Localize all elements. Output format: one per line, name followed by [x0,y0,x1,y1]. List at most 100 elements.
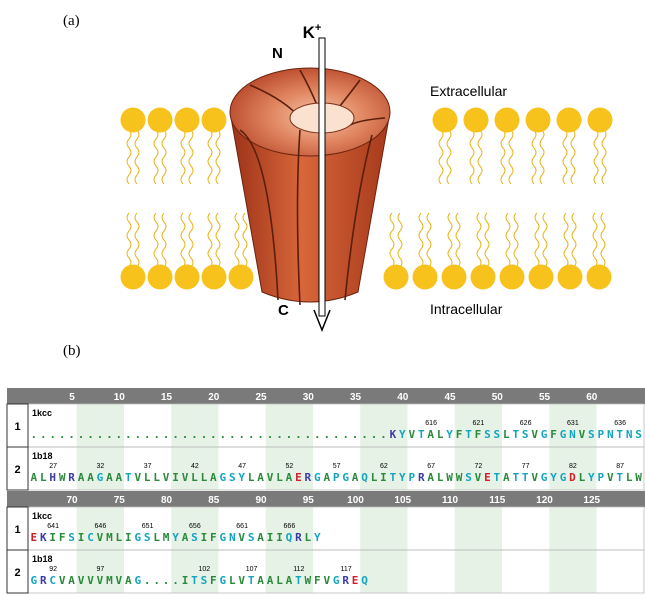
lipid-tail [216,130,220,184]
residue: V [87,574,94,587]
lipid-head [384,265,409,290]
residue: . [182,428,189,441]
residue-number: 32 [96,463,104,470]
lipid-tail [571,130,575,184]
residue-number: 27 [49,463,57,470]
ruler-label: 80 [161,495,173,506]
residue: A [182,531,189,544]
lipid-head [464,108,489,133]
lipid-head [526,108,551,133]
lipid-tail [448,213,452,267]
structure-name: 1b18 [32,554,53,564]
residue: I [201,531,208,544]
residue: A [31,471,38,484]
residue: . [49,428,56,441]
residue: L [371,471,378,484]
lipid-head [413,265,438,290]
residue: L [579,471,586,484]
residue: L [437,428,444,441]
lipid-head [433,108,458,133]
residue: I [267,531,274,544]
residue: N [607,428,614,441]
residue: G [220,471,227,484]
residue: F [210,574,217,587]
residue: L [191,471,198,484]
residue-number: 92 [49,566,57,573]
residue: Q [361,574,368,587]
residue: W [446,471,453,484]
residue-number: 72 [474,463,482,470]
residue: F [475,428,482,441]
residue: T [125,471,132,484]
residue: I [49,531,56,544]
structure-name: 1kcc [32,408,52,418]
row-index: 2 [14,464,20,476]
residue: Y [588,471,595,484]
residue: . [106,428,113,441]
residue-number: 112 [293,566,304,573]
residue: C [49,574,56,587]
lipid-tail [594,130,598,184]
residue: G [333,574,340,587]
residue: G [541,471,548,484]
residue: W [456,471,463,484]
residue: F [314,574,321,587]
residue: V [182,471,189,484]
residue: V [531,471,538,484]
residue: G [220,574,227,587]
residue-number: 97 [96,566,104,573]
residue: M [106,531,113,544]
residue: G [134,574,141,587]
residue: . [116,428,123,441]
residue: G [342,471,349,484]
residue: . [238,428,245,441]
residue: P [409,471,416,484]
residue: M [163,531,170,544]
residue: L [40,471,47,484]
residue: . [191,428,198,441]
residue: T [465,428,472,441]
lipid-tail [427,213,431,267]
residue: I [276,531,283,544]
ruler-label: 105 [394,495,411,506]
residue: V [116,574,123,587]
lipid-tail [514,213,518,267]
residue: Y [172,531,179,544]
residue: F [59,531,66,544]
residue: . [248,428,255,441]
residue: S [68,531,75,544]
ion-charge: + [315,22,321,34]
residue: . [144,574,151,587]
lipid-tail [162,213,166,267]
sequence: EKIFSICVMLIGSLMYASIFGNVSAIIQRLY [31,531,322,544]
residue: A [87,471,94,484]
ion: K [303,23,316,42]
residue: A [427,428,434,441]
residue: V [267,471,274,484]
residue: L [437,471,444,484]
residue: . [87,428,94,441]
lipid-tail [243,213,247,267]
residue: R [342,574,349,587]
residue: P [598,428,605,441]
ruler-label: 30 [303,392,315,403]
ruler-label: 100 [347,495,364,506]
residue: A [267,574,274,587]
residue: M [106,574,113,587]
residue: . [286,428,293,441]
residue-number: 666 [284,523,296,530]
lipid-tail [189,130,193,184]
lipid-head [588,108,613,133]
residue-number: 117 [340,566,351,573]
ruler-label: 5 [69,392,75,403]
lipid-head [495,108,520,133]
residue: P [333,471,340,484]
lipid-tail [593,213,597,267]
residue: T [418,428,425,441]
residue: Y [314,531,321,544]
lipid-tail [127,213,131,267]
residue: A [257,531,264,544]
residue: . [163,428,170,441]
ruler-label: 25 [255,392,267,403]
residue: I [78,531,85,544]
